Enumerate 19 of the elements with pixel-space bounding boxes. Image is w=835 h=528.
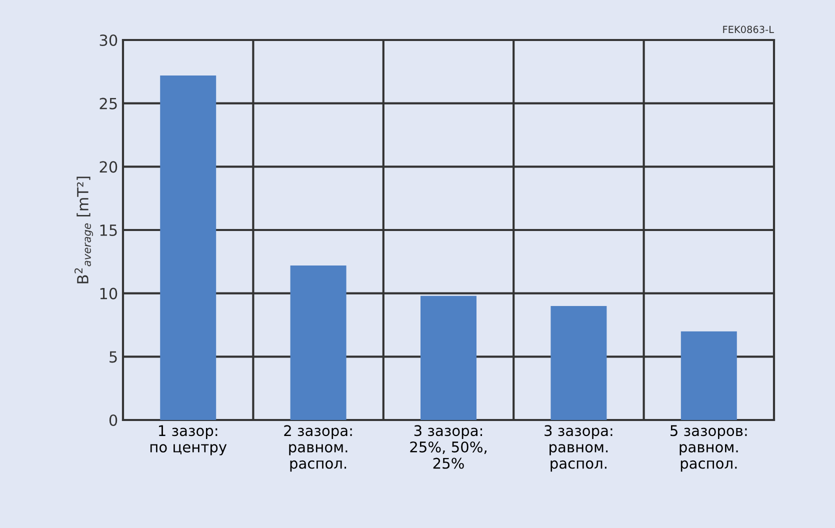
y-axis-title: B$^{2}$$_{average}$ [mT²] xyxy=(74,176,94,284)
text: FEK0863-L xyxy=(723,26,774,34)
y-tick-label: 10 xyxy=(100,288,118,300)
x-tick-label: 5 зазоров: равном. распол. xyxy=(670,425,747,472)
y-tick-label: 5 xyxy=(110,351,117,363)
bar xyxy=(550,306,607,420)
y-tick-label: 25 xyxy=(100,98,117,110)
bar xyxy=(680,331,737,420)
bar xyxy=(160,75,216,420)
y-tick-label: 15 xyxy=(100,224,117,236)
x-tick-label: 1 зазор: по центру xyxy=(150,425,227,456)
x-tick-label: 3 зазора: 25%, 50%, 25% xyxy=(410,425,486,469)
bar xyxy=(420,296,476,420)
y-tick-label: 20 xyxy=(100,161,118,173)
bar xyxy=(290,265,346,420)
y-tick-label: 0 xyxy=(109,414,118,426)
x-tick-label: 3 зазора: равном. распол. xyxy=(544,425,612,472)
y-tick-label: 30 xyxy=(100,34,118,46)
x-tick-label: 2 зазора: равном. распол. xyxy=(284,425,352,472)
